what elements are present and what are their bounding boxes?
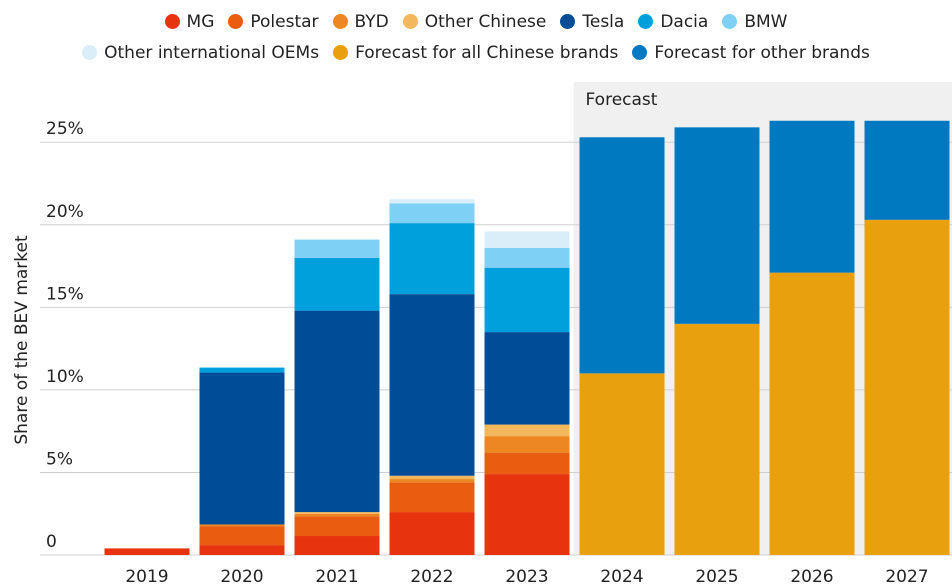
y-tick-label: 25%	[46, 119, 84, 139]
legend-swatch	[722, 14, 738, 29]
bar-segment	[864, 120, 950, 220]
legend-item: Other Chinese	[402, 11, 547, 32]
legend-swatch	[332, 14, 348, 29]
y-tick-label: 20%	[46, 202, 84, 222]
bar-segment	[294, 516, 380, 537]
y-tick-label: 15%	[46, 284, 84, 304]
legend-label: Dacia	[660, 11, 709, 32]
y-axis-label: Share of the BEV market	[12, 235, 32, 445]
bar-segment	[389, 482, 475, 513]
x-tick-label: 2023	[505, 567, 548, 586]
legend-swatch	[333, 45, 349, 60]
legend-swatch	[164, 14, 180, 29]
x-tick-label: 2024	[600, 567, 643, 586]
bar-segment	[389, 512, 475, 555]
legend-item: Other international OEMs	[82, 43, 319, 63]
bar-segment	[294, 536, 380, 555]
x-tick-label: 2026	[790, 567, 833, 586]
bar-segment	[389, 479, 475, 483]
legend-swatch	[82, 45, 98, 60]
legend-label: Polestar	[250, 11, 319, 32]
bar-segment	[484, 332, 570, 425]
x-tick-label: 2019	[125, 567, 168, 586]
legend-swatch	[402, 14, 418, 29]
legend-item: Forecast for other brands	[632, 42, 870, 63]
legend-swatch	[632, 45, 648, 60]
bar-segment	[104, 548, 190, 555]
legend-swatch	[228, 14, 244, 29]
bar-segment	[199, 526, 285, 546]
bar-segment	[674, 323, 760, 555]
bar-segment	[294, 239, 380, 258]
x-tick-label: 2022	[410, 567, 453, 586]
bar-segment	[389, 199, 475, 204]
legend-item: BYD	[332, 11, 389, 32]
bar-segment	[294, 257, 380, 311]
bar-segment	[389, 475, 475, 480]
bar-segment	[484, 247, 570, 268]
bar-segment	[199, 372, 285, 525]
legend-label: Forecast for other brands	[654, 42, 870, 63]
legend-label: Forecast for all Chinese brands	[355, 42, 619, 63]
legend-swatch	[638, 14, 654, 29]
y-tick-label: 5%	[46, 449, 73, 469]
x-tick-label: 2025	[695, 567, 738, 586]
bar-segment	[389, 294, 475, 476]
bar-segment	[864, 219, 950, 555]
bar-segment	[484, 436, 570, 453]
legend-item: Dacia	[638, 12, 708, 32]
bar-segment	[294, 310, 380, 513]
forecast-label: Forecast	[586, 90, 658, 110]
legend-item: MG	[164, 11, 215, 32]
legend-label: MG	[186, 11, 215, 32]
bar-segment	[199, 524, 285, 527]
bar-segment	[484, 231, 570, 248]
legend-label: Other Chinese	[424, 11, 547, 32]
bar-segment	[579, 137, 665, 374]
bar-segment	[674, 127, 760, 324]
bar-segment	[484, 424, 570, 437]
legend: MG Polestar BYD Other Chinese Tesla Dacia BMW O…	[0, 6, 952, 68]
x-tick-label: 2020	[220, 567, 263, 586]
legend-label: BMW	[744, 11, 788, 32]
x-tick-label: 2021	[315, 567, 358, 586]
bar-segment	[769, 272, 855, 555]
legend-row: Other international OEMs Forecast for all…	[0, 37, 952, 68]
bar-segment	[199, 545, 285, 555]
legend-item: BMW	[722, 12, 787, 32]
bar-segment	[199, 367, 285, 373]
legend-label: Other international OEMs	[104, 42, 320, 63]
bar-segment	[484, 267, 570, 333]
bar-segment	[484, 452, 570, 475]
legend-row: MG Polestar BYD Other Chinese Tesla Dacia BMW	[0, 6, 952, 37]
bar-segment	[294, 512, 380, 514]
bar-segment	[484, 474, 570, 555]
legend-item: Tesla	[560, 12, 624, 32]
bar-segment	[389, 203, 475, 224]
legend-item: Polestar	[228, 11, 319, 32]
y-tick-label: 10%	[46, 367, 84, 387]
legend-item: Forecast for all Chinese brands	[333, 43, 618, 63]
bar-segment	[294, 513, 380, 517]
bar-segment	[579, 373, 665, 555]
bar-segment	[389, 223, 475, 295]
x-tick-label: 2027	[885, 567, 928, 586]
bar-segment	[769, 120, 855, 273]
legend-label: BYD	[354, 11, 389, 32]
legend-label: Tesla	[582, 11, 625, 32]
y-tick-label: 0	[46, 532, 57, 552]
legend-swatch	[560, 14, 576, 29]
